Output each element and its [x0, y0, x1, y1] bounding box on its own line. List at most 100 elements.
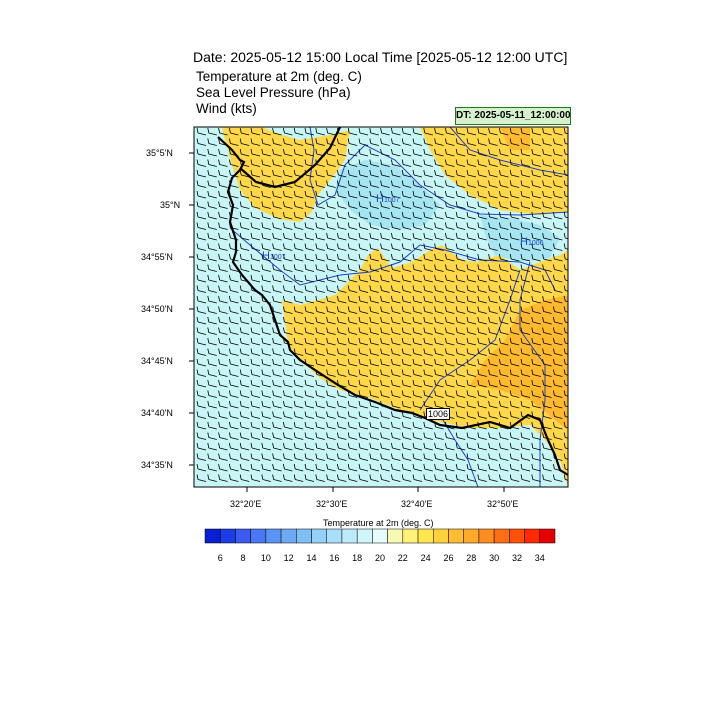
wind-barb [196, 306, 207, 314]
wind-barb [239, 369, 250, 377]
wind-barb [369, 180, 379, 188]
wind-barb [315, 253, 325, 262]
wind-barb [272, 421, 282, 430]
wind-barb [466, 390, 477, 398]
wind-barb [531, 400, 541, 409]
wind-barb [477, 127, 487, 136]
wind-barb [283, 138, 293, 146]
wind-barb [283, 159, 293, 167]
wind-barb [466, 442, 477, 451]
wind-barb [563, 295, 568, 303]
wind-barb [466, 211, 477, 220]
wind-barb [261, 453, 271, 461]
wind-barb [347, 211, 358, 220]
wind-barb [455, 337, 466, 346]
wind-barb [553, 285, 563, 293]
wind-barb [207, 379, 217, 388]
wind-barb [445, 400, 455, 409]
wind-barb [434, 327, 444, 335]
wind-barb [499, 169, 509, 178]
wind-barb [401, 190, 412, 199]
wind-barb [542, 348, 552, 356]
wind-barb [293, 253, 304, 262]
wind-barb [315, 316, 325, 325]
wind-barb [455, 211, 466, 220]
wind-barb [434, 274, 444, 283]
subtitle-temperature: Temperature at 2m (deg. C) [196, 69, 362, 84]
wind-barb [261, 316, 271, 325]
wind-barb [553, 337, 563, 346]
wind-barb [293, 358, 304, 367]
wind-barb [283, 127, 293, 136]
wind-barb [347, 253, 358, 262]
wind-barb [380, 127, 390, 136]
wind-barb [391, 390, 401, 398]
wind-barb [412, 379, 423, 388]
wind-barb [196, 463, 207, 472]
wind-barb [401, 295, 412, 304]
wind-barb [563, 253, 568, 261]
wind-barb [434, 180, 444, 188]
wind-barb [239, 474, 250, 482]
wind-barb [531, 148, 541, 157]
wind-barb [509, 295, 520, 304]
wind-barb [293, 295, 304, 304]
wind-barb [369, 306, 379, 314]
wind-barb [563, 159, 568, 166]
wind-barb [337, 411, 347, 419]
wind-barb [423, 432, 433, 440]
wind-barb [261, 306, 271, 314]
wind-barb [499, 201, 509, 209]
wind-barb [509, 264, 520, 272]
wind-barb [218, 348, 228, 356]
wind-barb [531, 337, 541, 346]
wind-barb [477, 180, 487, 188]
wind-barb [412, 421, 423, 430]
wind-barb [304, 306, 315, 314]
wind-barb [455, 138, 466, 146]
wind-barb [520, 169, 531, 178]
wind-barb [293, 369, 304, 377]
wind-barb [272, 306, 282, 314]
wind-barb [499, 159, 509, 167]
wind-barb [423, 180, 433, 188]
wind-barb [391, 253, 401, 262]
wind-barb [509, 201, 520, 209]
wind-barb [347, 379, 358, 388]
wind-barb [196, 285, 207, 293]
wind-barb [261, 201, 271, 209]
wind-barb [304, 285, 315, 293]
wind-barb [229, 411, 239, 419]
wind-barb [542, 274, 552, 283]
wind-barb [499, 337, 509, 346]
wind-barb [499, 180, 509, 188]
wind-barb [369, 159, 379, 167]
wind-barb [207, 316, 217, 325]
wind-barb [520, 306, 531, 314]
wind-barb [509, 190, 520, 199]
wind-barb [553, 253, 563, 262]
wind-barb [218, 306, 228, 314]
wind-barb [423, 127, 433, 136]
wind-barb [196, 295, 207, 304]
wind-barb [391, 148, 401, 157]
wind-barb [445, 295, 455, 304]
wind-barb [401, 316, 412, 325]
wind-barb [542, 169, 552, 178]
wind-barb [229, 400, 239, 409]
wind-barb [509, 390, 520, 398]
wind-barb [261, 190, 271, 199]
wind-barb [337, 264, 347, 272]
wind-barb [412, 453, 423, 461]
wind-barb [250, 232, 261, 241]
wind-barb [272, 274, 282, 283]
wind-barb [553, 127, 563, 136]
wind-barb [488, 390, 498, 398]
wind-barb [196, 243, 207, 251]
wind-barb [369, 253, 379, 262]
wind-barb [488, 463, 498, 472]
wind-barb [391, 190, 401, 199]
wind-barb [445, 159, 455, 167]
wind-barb [218, 379, 228, 388]
wind-barb [315, 190, 325, 199]
